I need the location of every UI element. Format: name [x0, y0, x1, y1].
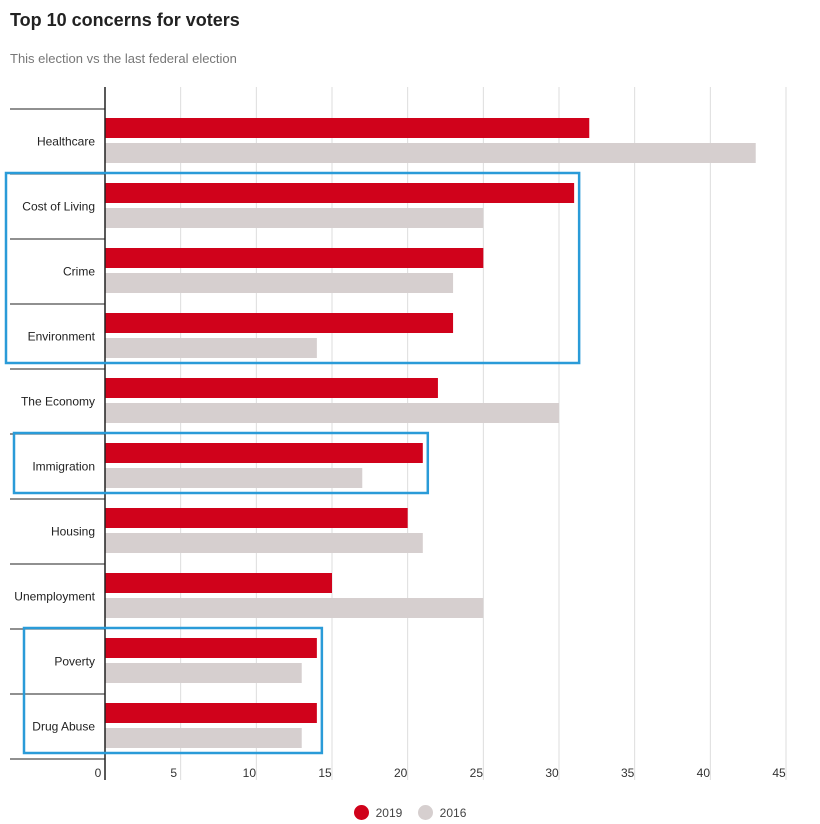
bar-2016: [105, 338, 317, 358]
bar-2016: [105, 533, 423, 553]
legend: 2019 2016: [0, 805, 820, 823]
x-tick-label: 25: [470, 766, 484, 780]
x-tick-label: 20: [394, 766, 408, 780]
bar-2016: [105, 403, 559, 423]
legend-label-2019: 2019: [375, 805, 403, 820]
category-label: Environment: [28, 330, 96, 344]
category-label: Immigration: [32, 460, 95, 474]
highlight-box: [4, 171, 581, 365]
bar-2019: [105, 183, 575, 203]
bar-2016: [105, 663, 302, 683]
category-label: Cost of Living: [22, 200, 95, 214]
x-tick-label: 45: [772, 766, 786, 780]
category-label: Poverty: [54, 655, 95, 669]
category-label: Crime: [63, 265, 95, 279]
x-tick-label: 15: [318, 766, 332, 780]
category-label: The Economy: [21, 395, 95, 409]
bar-2019: [105, 248, 484, 268]
legend-label-2016: 2016: [439, 805, 467, 820]
chart-title: Top 10 concerns for voters: [10, 10, 240, 30]
x-tick-label: 5: [170, 766, 177, 780]
x-tick-label: 35: [621, 766, 635, 780]
bar-2016: [105, 208, 484, 228]
category-label: Drug Abuse: [32, 720, 95, 734]
bar-2019: [105, 443, 423, 463]
category-label: Healthcare: [37, 135, 95, 149]
x-tick-label: 40: [697, 766, 711, 780]
bar-2016: [105, 468, 363, 488]
highlight-box: [22, 626, 324, 755]
bar-2019: [105, 508, 408, 528]
bar-2019: [105, 638, 317, 658]
legend-swatch-2016: [417, 805, 433, 820]
legend-item-2019[interactable]: 2019: [353, 805, 403, 820]
bar-2016: [105, 273, 454, 293]
bar-2016: [105, 143, 756, 163]
category-label: Unemployment: [14, 590, 95, 604]
legend-item-2016[interactable]: 2016: [417, 805, 467, 820]
highlight-box: [12, 431, 430, 495]
category-label: Housing: [51, 525, 95, 539]
bar-2019: [105, 313, 454, 333]
bar-2019: [105, 378, 438, 398]
bar-2019: [105, 118, 590, 138]
bar-2019: [105, 703, 317, 723]
legend-swatch-2019: [353, 805, 369, 820]
x-tick-label: 30: [545, 766, 559, 780]
chart-subtitle: This election vs the last federal electi…: [10, 51, 237, 66]
x-tick-label: 10: [243, 766, 257, 780]
bar-2016: [105, 598, 484, 618]
bar-2019: [105, 573, 332, 593]
bar-2016: [105, 728, 302, 748]
x-tick-label: 0: [95, 766, 102, 780]
